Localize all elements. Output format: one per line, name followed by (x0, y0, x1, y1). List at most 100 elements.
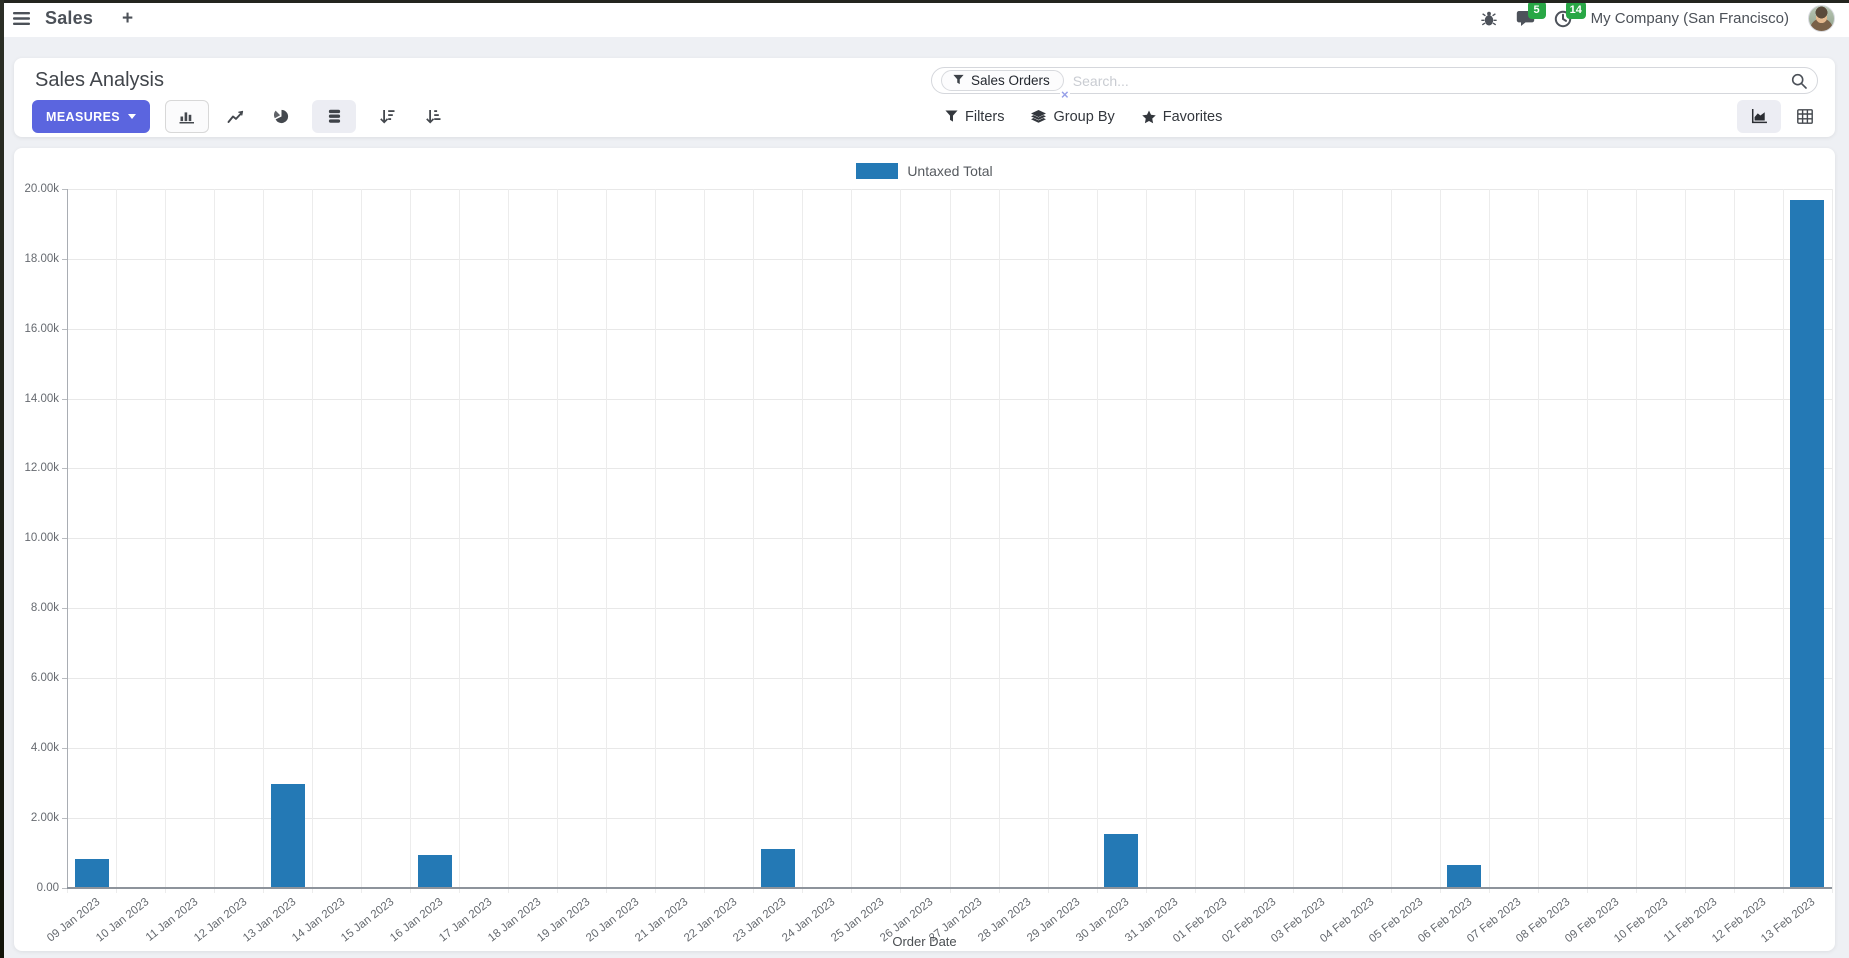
x-gridline (116, 189, 118, 893)
window-left-edge (0, 0, 4, 958)
x-gridline (1635, 189, 1637, 893)
x-gridline (851, 189, 853, 893)
x-gridline (1145, 189, 1147, 893)
y-tick-label: 10.00k (24, 532, 59, 545)
x-gridline (214, 189, 216, 893)
y-tick (62, 258, 67, 260)
x-gridline (1782, 189, 1784, 893)
search-input[interactable]: Search... (1072, 72, 1129, 89)
messages-icon[interactable]: 5 (1516, 1, 1546, 27)
sort-descending-button[interactable] (367, 100, 407, 133)
x-gridline (606, 189, 608, 893)
y-tick-label: 8.00k (30, 602, 59, 615)
bar-13 Jan 2023[interactable] (270, 784, 305, 888)
stacked-toggle-button[interactable] (312, 100, 357, 133)
y-tick (62, 747, 67, 749)
layers-icon (1031, 109, 1047, 123)
activities-clock-icon[interactable]: 14 (1554, 0, 1586, 28)
y-tick-label: 14.00k (24, 392, 59, 405)
pivot-view-button[interactable] (1785, 100, 1825, 133)
x-gridline (1047, 189, 1049, 893)
x-axis-line (67, 886, 1832, 889)
chart-legend[interactable]: Untaxed Total (14, 163, 1835, 179)
x-gridline (165, 189, 167, 893)
y-tick-label: 0.00 (36, 881, 59, 894)
x-gridline (1390, 189, 1392, 893)
sort-ascending-button[interactable] (413, 100, 453, 133)
y-tick (62, 608, 67, 610)
graph-view-button[interactable] (1737, 100, 1781, 133)
bar-23 Jan 2023[interactable] (760, 849, 795, 888)
bar-30 Jan 2023[interactable] (1104, 834, 1139, 888)
bar-chart-button[interactable] (165, 100, 210, 133)
hamburger-menu-icon[interactable] (13, 12, 30, 25)
x-gridline (312, 189, 314, 893)
window-top-edge (0, 0, 1849, 3)
measures-button[interactable]: MEASURES (32, 100, 151, 133)
user-avatar[interactable] (1808, 5, 1835, 32)
bar-16 Jan 2023[interactable] (417, 854, 452, 888)
x-gridline (557, 189, 559, 893)
search-facet-sales-orders[interactable]: Sales Orders (941, 70, 1064, 91)
x-axis-title: Order Date (892, 934, 957, 949)
graph-toolbar: MEASURES (32, 100, 453, 133)
search-options: Filters Group By Favorites (945, 100, 1222, 133)
x-gridline (508, 189, 510, 893)
line-chart-button[interactable] (215, 100, 255, 133)
y-tick (62, 189, 67, 190)
y-tick-label: 12.00k (24, 462, 59, 475)
x-gridline (410, 189, 412, 893)
x-gridline (1292, 189, 1294, 893)
group-by-button[interactable]: Group By (1031, 109, 1115, 125)
x-gridline (1537, 189, 1539, 893)
x-gridline (949, 189, 951, 893)
bar-09 Jan 2023[interactable] (74, 858, 109, 888)
pie-chart-button[interactable] (261, 100, 301, 133)
search-facet-label: Sales Orders (971, 72, 1050, 88)
x-gridline (704, 189, 706, 893)
x-gridline (1341, 189, 1343, 893)
y-tick (62, 538, 67, 540)
control-panel: Sales Analysis Sales Orders Search... × … (14, 58, 1835, 137)
y-tick (62, 887, 67, 889)
star-icon (1141, 109, 1156, 123)
x-gridline (1096, 189, 1098, 893)
x-gridline (459, 189, 461, 893)
y-tick-label: 20.00k (24, 183, 59, 195)
y-tick-label: 6.00k (30, 671, 59, 684)
y-tick (62, 677, 67, 679)
x-gridline (655, 189, 657, 893)
facet-remove-button[interactable]: × (1060, 87, 1070, 102)
x-gridline (1488, 189, 1490, 893)
chart-plot-area: 20.00k 18.00k 16.00k 14.00k 12.00k 10.00k 8.00… (14, 148, 1835, 951)
top-navbar: Sales + 5 14 My Company (San F (0, 0, 1849, 37)
x-gridline (1243, 189, 1245, 893)
bar-13 Feb 2023[interactable] (1790, 200, 1825, 888)
x-gridline (1439, 189, 1441, 893)
y-tick-label: 4.00k (30, 741, 59, 754)
y-tick (62, 328, 67, 330)
y-axis-line (67, 189, 68, 888)
x-gridline (1684, 189, 1686, 893)
filters-button[interactable]: Filters (945, 109, 1004, 125)
new-tab-button[interactable]: + (122, 7, 134, 29)
favorites-button[interactable]: Favorites (1141, 109, 1222, 125)
x-gridline (1733, 189, 1735, 893)
search-bar[interactable]: Sales Orders Search... × (931, 67, 1818, 101)
x-gridline (361, 189, 363, 893)
search-magnifier-icon[interactable] (1791, 73, 1807, 89)
x-gridline (802, 189, 804, 893)
company-switcher[interactable]: My Company (San Francisco) (1590, 10, 1789, 27)
y-tick-label: 2.00k (30, 811, 59, 824)
debug-bug-icon[interactable] (1480, 11, 1497, 27)
bar-06 Feb 2023[interactable] (1447, 865, 1482, 888)
graph-view: Untaxed Total 20.00k 18.00k 16.00k 14.00k 12… (14, 148, 1835, 951)
app-name[interactable]: Sales (45, 8, 94, 28)
x-gridline (998, 189, 1000, 893)
legend-swatch (856, 163, 899, 179)
x-gridline (263, 189, 265, 893)
y-tick (62, 398, 67, 400)
chevron-down-icon (128, 114, 137, 119)
filter-funnel-icon (953, 74, 964, 85)
y-tick (62, 468, 67, 470)
